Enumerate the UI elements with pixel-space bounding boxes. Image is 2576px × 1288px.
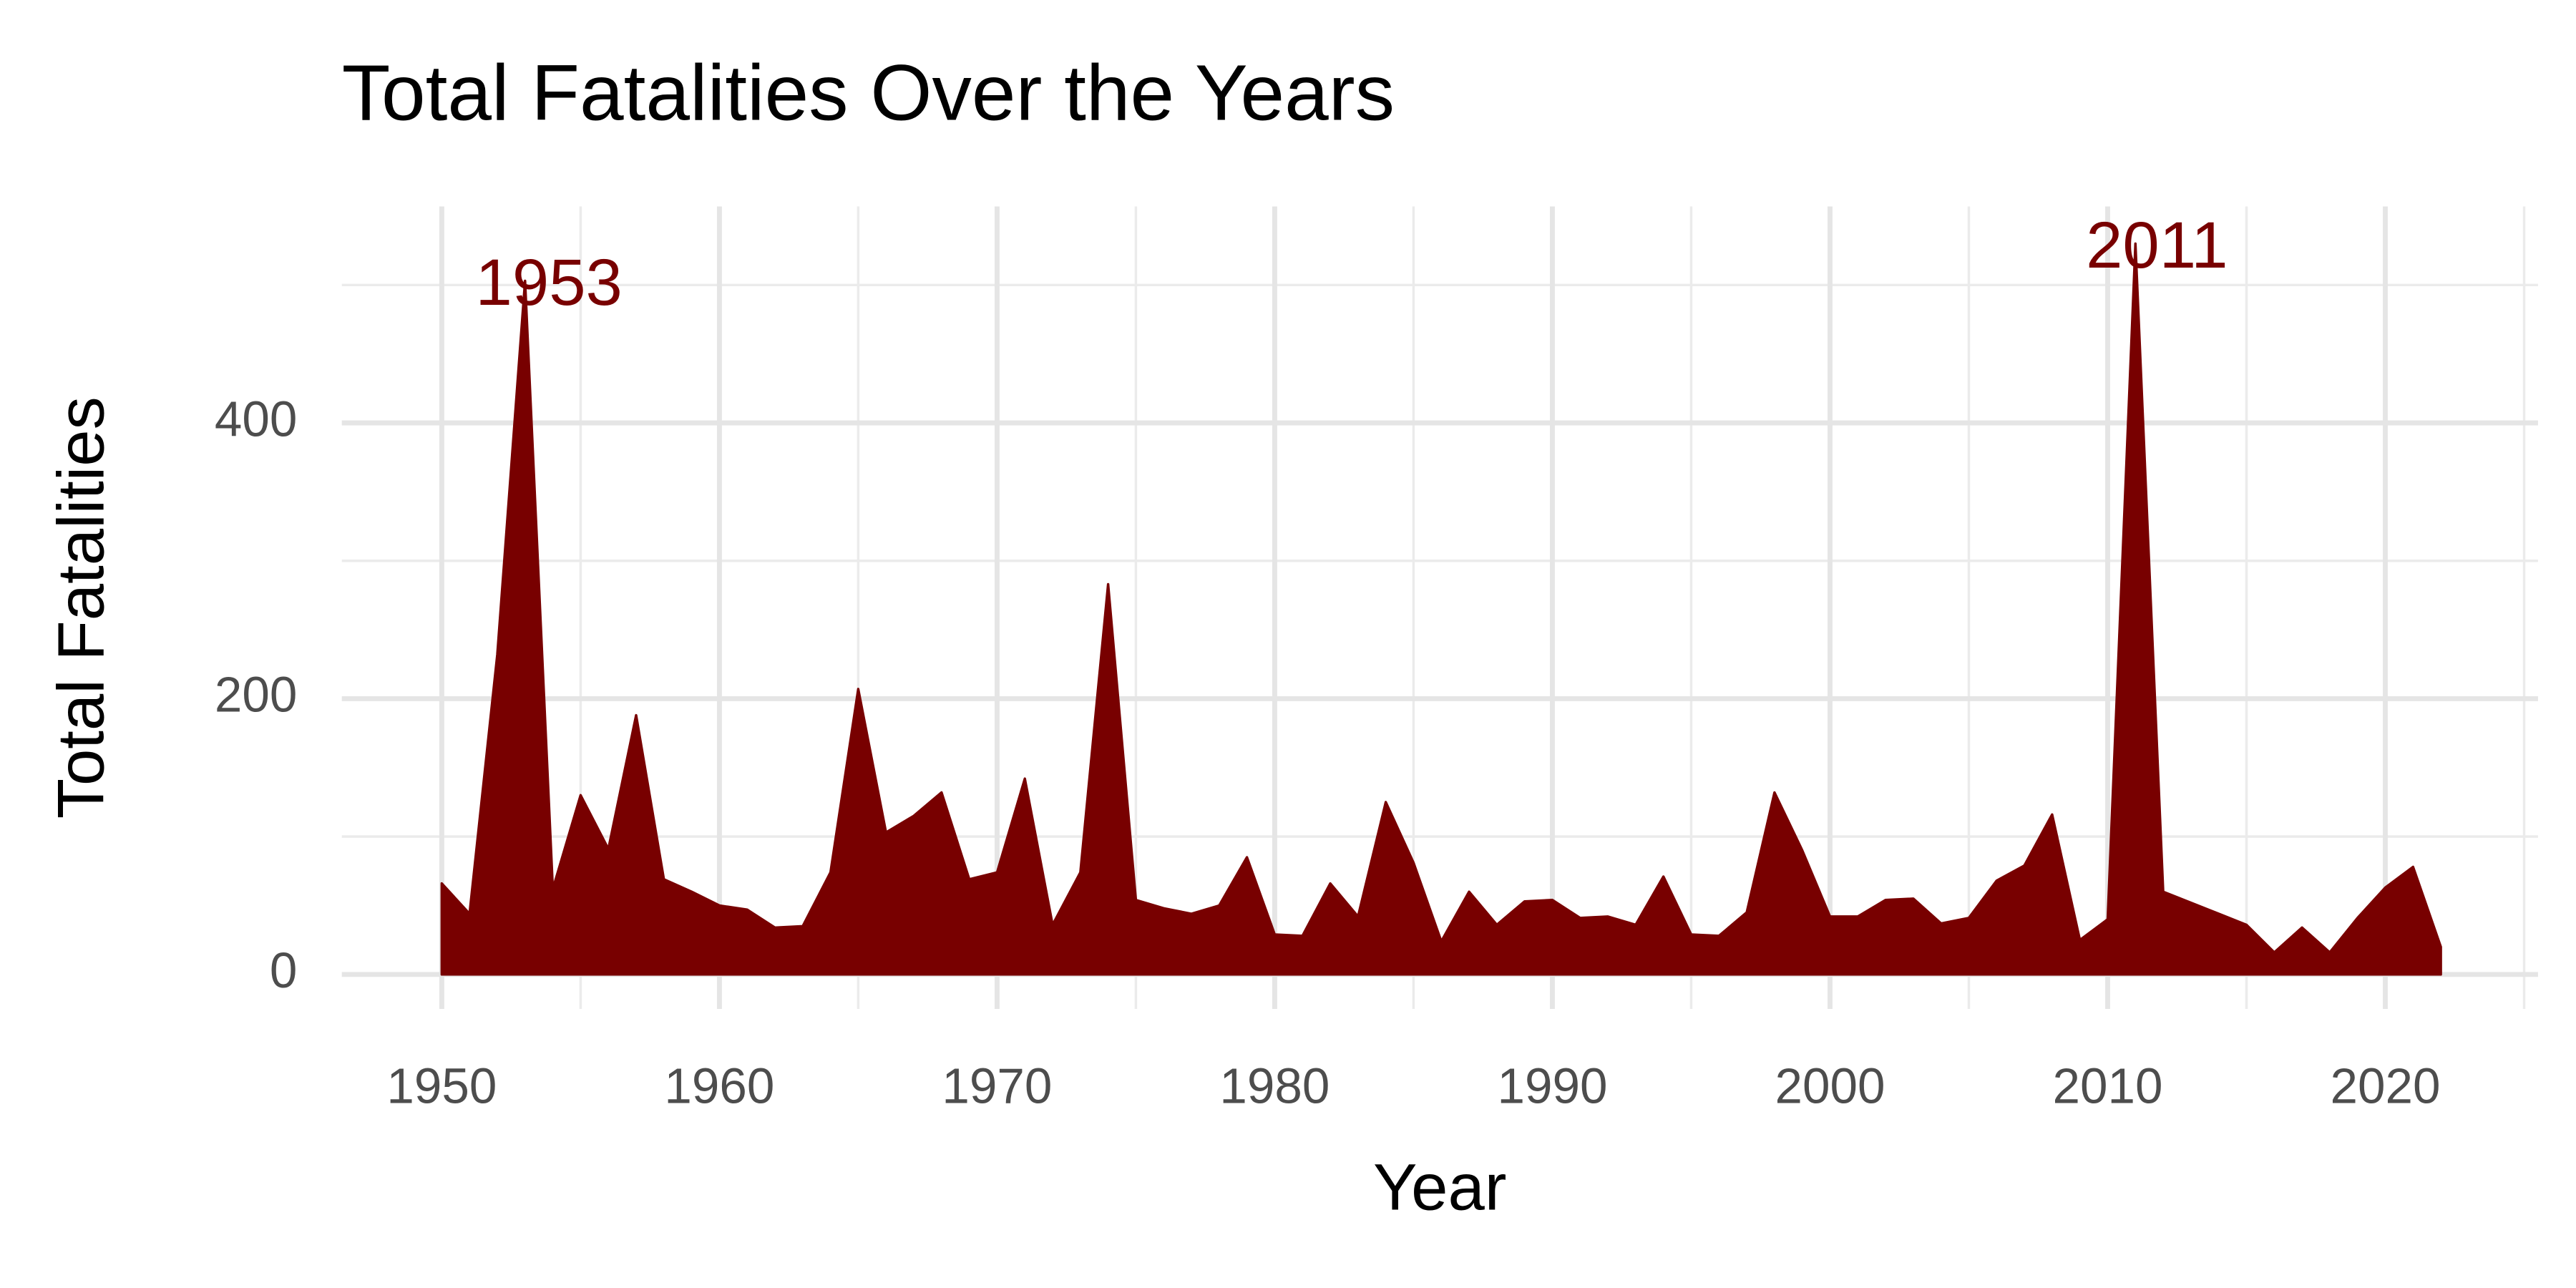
x-tick-label: 2020 bbox=[2331, 1058, 2441, 1113]
x-tick-label: 2010 bbox=[2052, 1058, 2162, 1113]
x-tick-label: 1980 bbox=[1219, 1058, 1330, 1113]
x-tick-label: 1950 bbox=[386, 1058, 497, 1113]
marks bbox=[440, 242, 2442, 976]
annotation: 2011 bbox=[2086, 208, 2228, 282]
x-tick-label: 1970 bbox=[942, 1058, 1052, 1113]
y-tick-label: 0 bbox=[270, 942, 298, 998]
y-tick-label: 200 bbox=[215, 667, 298, 723]
y-tick-label: 400 bbox=[215, 391, 298, 447]
x-tick-label: 1990 bbox=[1497, 1058, 1607, 1113]
x-axis-title: Year bbox=[1373, 1150, 1507, 1224]
x-tick-label: 2000 bbox=[1775, 1058, 1885, 1113]
chart-title: Total Fatalities Over the Years bbox=[342, 49, 1395, 137]
x-tick-label: 1960 bbox=[664, 1058, 774, 1113]
y-axis-title: Total Fatalities bbox=[43, 396, 117, 819]
area bbox=[440, 242, 2442, 976]
annotation: 1953 bbox=[476, 245, 623, 319]
